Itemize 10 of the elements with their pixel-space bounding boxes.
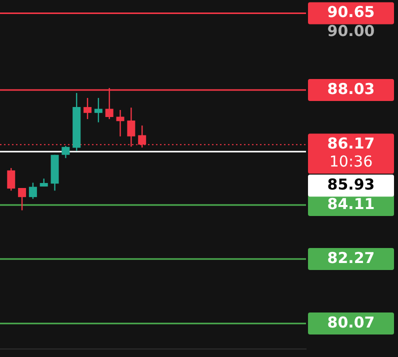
y-tick-label: 90.00	[327, 22, 375, 40]
y-tick-label: 84.11	[327, 194, 375, 213]
candlestick	[116, 110, 124, 136]
y-tick-label: 88.03	[327, 80, 375, 98]
y-tick-label: 90.65	[327, 3, 375, 22]
y-tick-label: 80.07	[327, 313, 375, 332]
text: 10:36	[329, 152, 373, 170]
y-tick-label: 82.27	[327, 248, 375, 267]
ref-line-label: 85.93	[327, 175, 375, 194]
y-tick-label: 86.17	[327, 134, 375, 152]
